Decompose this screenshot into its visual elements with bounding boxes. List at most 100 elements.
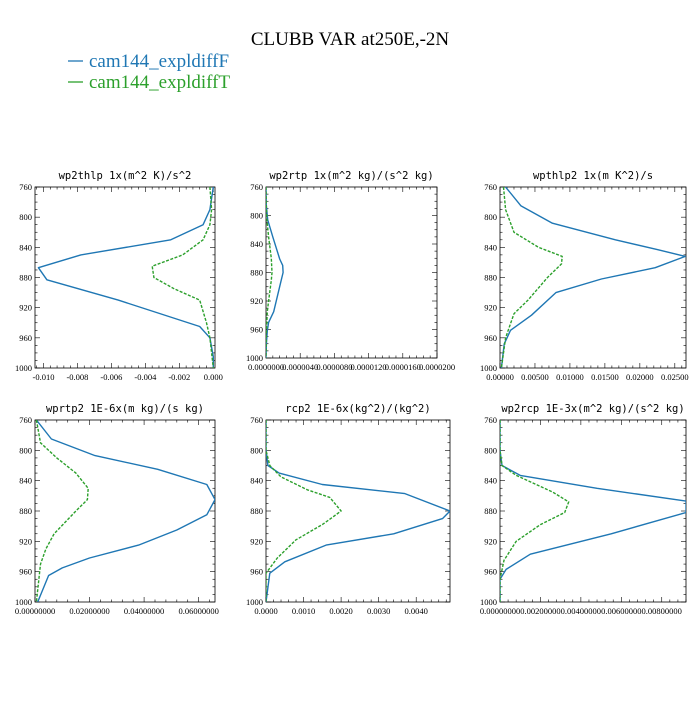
plot-frame [34, 186, 216, 369]
series-line-expldiffF [37, 187, 215, 368]
y-tick-label: 880 [250, 268, 263, 278]
series-line-expldiffF [266, 420, 450, 602]
y-tick-label: 920 [19, 536, 32, 546]
x-tick-label: 0.01500 [591, 372, 619, 382]
y-tick-label: 880 [19, 273, 32, 283]
x-tick-label: 0.02000000 [69, 606, 109, 616]
y-tick-label: 760 [19, 415, 32, 425]
figure-title: CLUBB VAR at250E,-2N [251, 29, 450, 50]
x-tick-label: 0.01000 [556, 372, 584, 382]
y-tick-label: 880 [19, 506, 32, 516]
y-tick-label: 1000 [246, 353, 263, 363]
y-tick-label: 800 [484, 445, 497, 455]
panel-6: wp2rcp 1E-3x(m^2 kg)/(s^2 kg) 760 800 840 88… [480, 403, 687, 616]
x-tick-label: 0.00400000 [561, 606, 601, 616]
y-tick-label: 760 [484, 415, 497, 425]
panel-2: wp2rtp 1x(m^2 kg)/(s^2 kg) 760 800 840 880 92… [246, 170, 455, 372]
panel-title: wp2thlp 1x(m^2 K)/s^2 [59, 170, 192, 182]
x-tick-label: -0.006 [100, 372, 122, 382]
series-line-expldiffF [35, 420, 215, 602]
y-tick-label: 880 [484, 506, 497, 516]
x-tick-label: 0.00500 [521, 372, 549, 382]
plot-frame [34, 419, 216, 603]
series-line-expldiffF [500, 187, 686, 368]
series-line-expldiffT [500, 420, 570, 602]
panel-5: rcp2 1E-6x(kg^2)/(kg^2) 760 800 840 880 920 96… [246, 403, 451, 616]
x-tick-label: 0.0000160 [385, 362, 421, 372]
panel-title: wp2rcp 1E-3x(m^2 kg)/(s^2 kg) [501, 403, 684, 415]
y-tick-label: 760 [250, 415, 263, 425]
x-tick-label: 0.00800000 [642, 606, 682, 616]
legend-label-expldiffT: cam144_expldiffT [89, 72, 230, 93]
x-tick-label: -0.010 [33, 372, 55, 382]
y-tick-label: 800 [250, 445, 263, 455]
x-tick-label: 0.0010 [292, 606, 315, 616]
panel-4: wprtp2 1E-6x(m kg)/(s kg) 760 800 840 880 920… [15, 403, 219, 616]
panel-title: wp2rtp 1x(m^2 kg)/(s^2 kg) [269, 170, 433, 182]
plot-frame [265, 419, 451, 603]
panel-1: wp2thlp 1x(m^2 K)/s^2 760 800 840 880 920 960 1… [15, 170, 223, 382]
y-tick-label: 800 [250, 211, 263, 221]
x-tick-label: 0.00600000 [601, 606, 641, 616]
y-tick-label: 1000 [15, 363, 32, 373]
y-tick-label: 760 [250, 182, 263, 192]
panel-title: wprtp2 1E-6x(m kg)/(s kg) [46, 403, 204, 415]
x-tick-label: 0.0000000 [248, 362, 284, 372]
y-tick-label: 920 [484, 536, 497, 546]
y-tick-label: 1000 [246, 597, 263, 607]
x-tick-label: 0.06000000 [178, 606, 218, 616]
plot-frame [265, 186, 438, 359]
series-line-expldiffT [500, 187, 563, 368]
y-tick-label: 960 [19, 567, 32, 577]
series-line-expldiffT [266, 187, 273, 358]
y-tick-label: 1000 [480, 597, 497, 607]
legend: cam144_expldiffF cam144_expldiffT [68, 51, 230, 93]
y-tick-label: 760 [19, 182, 32, 192]
x-tick-label: 0.00000000 [15, 606, 55, 616]
series-line-expldiffF [500, 420, 686, 602]
legend-label-expldiffF: cam144_expldiffF [89, 51, 229, 72]
y-tick-label: 960 [19, 333, 32, 343]
panels: wp2thlp 1x(m^2 K)/s^2 760 800 840 880 920 960 1… [15, 170, 689, 616]
y-tick-label: 1000 [480, 363, 497, 373]
series-line-expldiffT [35, 420, 89, 602]
y-tick-label: 960 [250, 567, 263, 577]
y-tick-label: 840 [484, 242, 497, 252]
x-tick-label: 0.0040 [405, 606, 428, 616]
y-tick-label: 840 [250, 476, 263, 486]
x-tick-label: -0.004 [134, 372, 157, 382]
plot-frame [499, 186, 687, 369]
x-tick-label: 0.02500 [661, 372, 689, 382]
y-tick-label: 920 [19, 303, 32, 313]
x-tick-label: 0.0030 [367, 606, 390, 616]
y-tick-label: 840 [19, 476, 32, 486]
y-tick-label: 840 [484, 476, 497, 486]
panel-3: wpthlp2 1x(m K^2)/s 760 800 840 880 920 960 100… [480, 170, 689, 382]
x-tick-label: 0.0000040 [282, 362, 318, 372]
panel-title: wpthlp2 1x(m K^2)/s [533, 170, 653, 182]
y-tick-label: 920 [250, 296, 263, 306]
y-tick-label: 880 [484, 273, 497, 283]
y-tick-label: 960 [484, 333, 497, 343]
x-tick-label: 0.0000080 [316, 362, 352, 372]
y-tick-label: 840 [250, 239, 263, 249]
y-tick-label: 800 [484, 212, 497, 222]
series-line-expldiffF [266, 187, 284, 358]
y-tick-label: 760 [484, 182, 497, 192]
x-tick-label: 0.0000 [254, 606, 277, 616]
x-tick-label: 0.02000 [626, 372, 654, 382]
y-tick-label: 880 [250, 506, 263, 516]
x-tick-label: 0.00200000 [520, 606, 560, 616]
x-tick-label: 0.00000 [486, 372, 514, 382]
y-tick-label: 800 [19, 212, 32, 222]
y-tick-label: 1000 [15, 597, 32, 607]
y-tick-label: 920 [484, 303, 497, 313]
y-tick-label: 960 [250, 325, 263, 335]
x-tick-label: -0.008 [66, 372, 88, 382]
x-tick-label: 0.0020 [329, 606, 352, 616]
y-tick-label: 840 [19, 242, 32, 252]
x-tick-label: -0.002 [168, 372, 190, 382]
x-tick-label: 0.000 [204, 372, 223, 382]
